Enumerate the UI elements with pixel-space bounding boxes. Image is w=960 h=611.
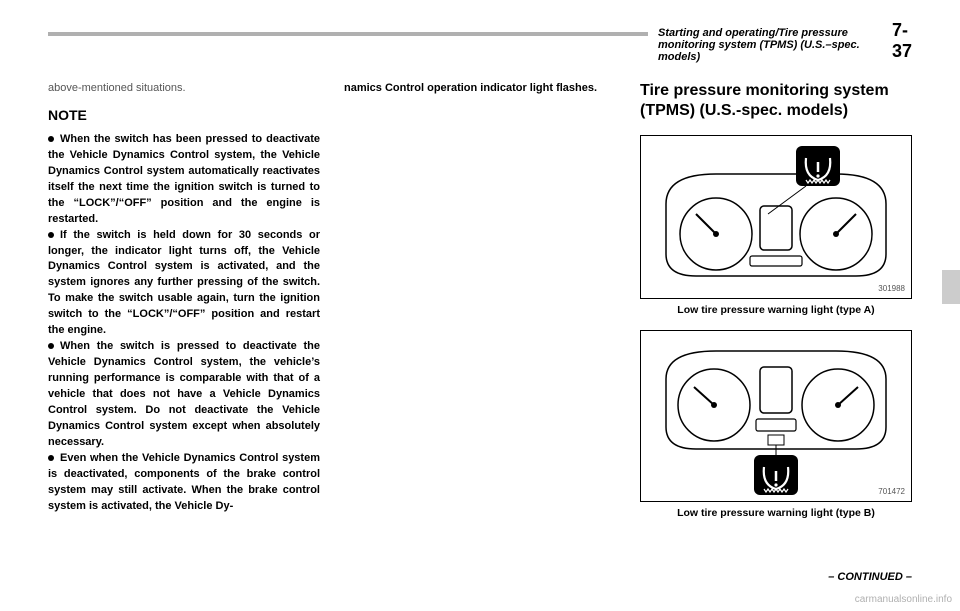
continued-marker: – CONTINUED – xyxy=(828,571,912,583)
figure-type-b: 701472 xyxy=(640,330,912,502)
note-bullet-3: When the switch is pressed to deactivate… xyxy=(48,340,320,448)
bullet-icon xyxy=(48,232,54,238)
column-2: namics Control operation indicator light… xyxy=(344,81,616,532)
continuation-text: namics Control operation indicator light… xyxy=(344,81,616,97)
figure-a-number: 301988 xyxy=(878,283,905,294)
side-tab xyxy=(942,270,960,304)
gauge-cluster-type-b-icon xyxy=(656,339,896,497)
note-heading: NOTE xyxy=(48,106,320,126)
page-number: 7-37 xyxy=(892,20,912,62)
note-body: When the switch has been pressed to deac… xyxy=(48,132,320,515)
breadcrumb: Starting and operating/Tire pressure mon… xyxy=(658,27,882,63)
figure-a-caption: Low tire pressure warning light (type A) xyxy=(640,303,912,318)
watermark: carmanualsonline.info xyxy=(855,594,952,605)
bullet-icon xyxy=(48,136,54,142)
figure-b-number: 701472 xyxy=(878,486,905,497)
note-bullet-2: If the switch is held down for 30 second… xyxy=(48,229,320,337)
gauge-cluster-type-a-icon xyxy=(656,144,896,292)
note-bullet-1: When the switch has been pressed to deac… xyxy=(48,133,320,225)
header-rule xyxy=(48,32,648,36)
column-1: above-mentioned situations. NOTE When th… xyxy=(48,81,320,532)
figure-type-a: 301988 xyxy=(640,135,912,299)
figure-b-caption: Low tire pressure warning light (type B) xyxy=(640,506,912,521)
lead-in-text: above-mentioned situations. xyxy=(48,81,320,96)
note-bullet-4: Even when the Vehicle Dynamics Control s… xyxy=(48,452,320,512)
bullet-icon xyxy=(48,455,54,461)
column-3: Tire pressure monitoring system (TPMS) (… xyxy=(640,81,912,532)
section-heading-tpms: Tire pressure monitoring system (TPMS) (… xyxy=(640,81,912,121)
bullet-icon xyxy=(48,343,54,349)
